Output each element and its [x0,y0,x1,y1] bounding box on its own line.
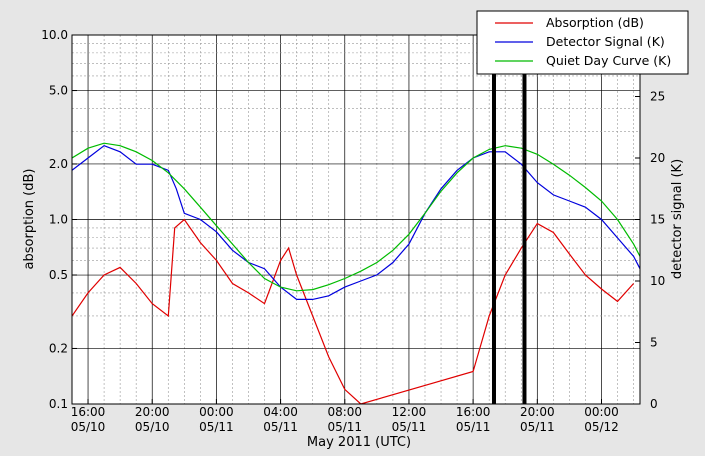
legend: Absorption (dB) Detector Signal (K) Quiet … [476,10,689,75]
right-tick-label: 15 [650,213,665,227]
x-tick-date-label: 05/11 [327,420,362,434]
left-tick-label: 5.0 [49,84,68,98]
series-line-0 [72,218,635,404]
x-axis-label: May 2011 (UTC) [307,435,411,450]
left-tick-label: 0.5 [49,268,68,282]
left-tick-label: 0.1 [49,397,68,411]
x-tick-date-label: 05/12 [584,420,619,434]
left-tick-label: 0.2 [49,341,68,355]
x-tick-date-label: 05/11 [520,420,555,434]
x-tick-date-label: 05/11 [456,420,491,434]
x-tick-time-label: 12:00 [392,405,427,419]
right-tick-label: 25 [650,90,665,104]
legend-label-0: Absorption (dB) [546,15,644,30]
x-tick-time-label: 16:00 [71,405,106,419]
x-tick-time-label: 08:00 [327,405,362,419]
left-axis-label: absorption (dB) [22,169,37,270]
right-tick-label: 20 [650,151,665,165]
x-tick-date-label: 05/11 [263,420,298,434]
series-line-2 [72,142,640,292]
series-layer [72,142,640,404]
right-tick-label: 0 [650,397,658,411]
x-tick-time-label: 16:00 [456,405,491,419]
x-tick-date-label: 05/10 [71,420,106,434]
left-tick-label: 2.0 [49,157,68,171]
event-markers [491,35,527,404]
right-axis-label: detector signal (K) [670,159,685,279]
grid-lines [71,34,640,405]
x-tick-time-label: 00:00 [199,405,234,419]
left-axis-ticks: 0.1 0.2 0.5 1.0 2.0 5.0 10.0 [41,28,77,411]
right-tick-label: 10 [650,274,665,288]
right-tick-label: 5 [650,336,658,350]
x-tick-time-label: 00:00 [584,405,619,419]
legend-label-2: Quiet Day Curve (K) [546,53,671,68]
x-tick-date-label: 05/11 [392,420,427,434]
x-tick-time-label: 20:00 [520,405,555,419]
x-axis-ticks: 16:0005/1020:0005/1000:0005/1104:0005/11… [71,399,619,434]
right-axis-ticks: 0 5 10 15 20 25 [635,90,665,411]
x-tick-date-label: 05/10 [135,420,170,434]
x-tick-time-label: 04:00 [263,405,298,419]
left-tick-label: 1.0 [49,213,68,227]
x-tick-time-label: 20:00 [135,405,170,419]
left-tick-label: 10.0 [41,28,68,42]
legend-label-1: Detector Signal (K) [546,34,665,49]
x-tick-date-label: 05/11 [199,420,234,434]
